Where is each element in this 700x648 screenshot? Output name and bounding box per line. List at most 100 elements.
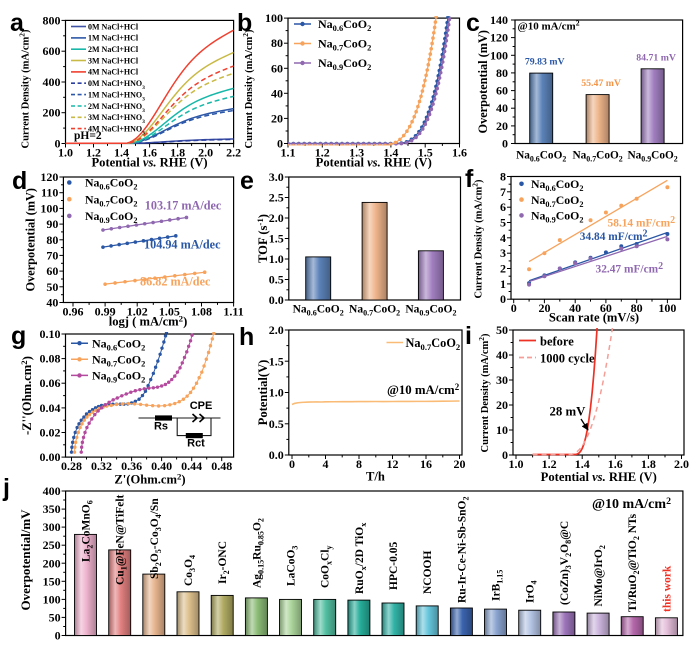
svg-text:140: 140: [490, 13, 508, 27]
svg-text:0.5: 0.5: [269, 417, 284, 431]
svg-text:3M NaCl+HNO3​: 3M NaCl+HNO3​: [88, 113, 145, 125]
svg-text:103.17 mA/dec: 103.17 mA/dec: [145, 199, 222, 213]
svg-text:Na0.7​CoO2​: Na0.7​CoO2​: [349, 304, 400, 318]
svg-text:2.0: 2.0: [269, 211, 284, 225]
svg-text:@10 mA/cm2​: @10 mA/cm2​: [518, 19, 580, 33]
svg-text:3M NaCl+HCl: 3M NaCl+HCl: [88, 56, 139, 65]
svg-text:Na0.6​CoO2​: Na0.6​CoO2​: [92, 337, 145, 353]
svg-text:84.71 mV: 84.71 mV: [636, 52, 676, 63]
svg-text:1: 1: [500, 277, 506, 291]
svg-text:400: 400: [43, 484, 61, 498]
svg-text:80: 80: [631, 301, 643, 315]
svg-text:50: 50: [46, 280, 58, 294]
svg-text:1.4: 1.4: [114, 146, 129, 160]
svg-text:30: 30: [496, 373, 508, 387]
svg-text:f: f: [465, 165, 474, 193]
svg-text:Overpotential/mV: Overpotential/mV: [18, 509, 33, 611]
svg-text:150: 150: [43, 574, 61, 588]
svg-text:70: 70: [46, 248, 58, 262]
svg-text:Na0.9​CoO2​: Na0.9​CoO2​: [627, 150, 677, 164]
svg-text:e: e: [240, 167, 254, 195]
svg-text:1.0: 1.0: [509, 457, 524, 471]
svg-text:Overpotential (mV): Overpotential (mV): [24, 188, 38, 291]
svg-text:i: i: [465, 322, 472, 350]
svg-text:0: 0: [502, 137, 508, 151]
svg-text:40: 40: [271, 86, 283, 100]
svg-text:4M NaCl+HCl: 4M NaCl+HCl: [88, 68, 139, 77]
svg-text:50: 50: [49, 610, 61, 624]
svg-text:Na0.7​CoO2​: Na0.7​CoO2​: [572, 150, 622, 164]
svg-text:Ru-Ir-Ce-Ni-Sb-SnO2​: Ru-Ir-Ce-Ni-Sb-SnO2​: [456, 497, 470, 603]
svg-text:0: 0: [511, 301, 517, 315]
svg-text:28 mV: 28 mV: [550, 405, 587, 419]
svg-text:3.0: 3.0: [269, 170, 284, 184]
svg-text:b: b: [237, 9, 252, 37]
svg-text:0.36: 0.36: [121, 459, 142, 473]
svg-text:c: c: [466, 9, 480, 37]
svg-text:32.47 mF/cm2: 32.47 mF/cm2: [596, 261, 664, 276]
svg-text:La2​CoMnO6​: La2​CoMnO6​: [81, 500, 95, 562]
svg-text:this work: this work: [661, 565, 673, 612]
svg-text:1.1: 1.1: [281, 146, 296, 160]
svg-text:60: 60: [600, 301, 612, 315]
svg-text:16: 16: [420, 457, 432, 471]
svg-text:Potential vs. RHE (V): Potential vs. RHE (V): [91, 156, 207, 170]
svg-text:CoOx​Cly​: CoOx​Cly​: [320, 545, 334, 588]
svg-text:2: 2: [500, 262, 506, 276]
svg-text:(CoZn)3​V2​O8​@C: (CoZn)3​V2​O8​@C: [559, 521, 573, 605]
svg-text:400: 400: [43, 75, 61, 89]
svg-text:20: 20: [496, 119, 508, 133]
svg-text:20: 20: [496, 398, 508, 412]
svg-text:Na0.9​CoO2​: Na0.9​CoO2​: [85, 209, 137, 225]
svg-text:2.0: 2.0: [269, 323, 284, 337]
svg-text:8: 8: [500, 170, 506, 184]
svg-text:1M NaCl+HNO3​: 1M NaCl+HNO3​: [88, 90, 145, 102]
svg-text:0.44: 0.44: [181, 459, 202, 473]
svg-text:120: 120: [40, 170, 58, 184]
svg-text:Na0.7​CoO2​: Na0.7​CoO2​: [318, 37, 371, 53]
svg-text:58.14 mF/cm2: 58.14 mF/cm2: [608, 215, 676, 230]
svg-text:0.32: 0.32: [91, 459, 112, 473]
svg-text:1.4: 1.4: [575, 457, 590, 471]
svg-text:0.06: 0.06: [40, 376, 61, 390]
svg-text:60: 60: [46, 264, 58, 278]
svg-text:Potential(V): Potential(V): [256, 360, 270, 426]
svg-text:800: 800: [43, 13, 61, 27]
svg-text:0: 0: [502, 448, 508, 462]
svg-text:86.82 mA/dec: 86.82 mA/dec: [140, 275, 211, 289]
svg-text:Na0.6​CoO2​: Na0.6​CoO2​: [516, 150, 566, 164]
svg-text:Na0.6​CoO2​: Na0.6​CoO2​: [318, 17, 371, 33]
svg-text:Current Density (mA/cm2​): Current Density (mA/cm2​): [18, 29, 32, 148]
svg-text:@10 mA/cm2​: @10 mA/cm2​: [592, 496, 671, 512]
svg-text:Co3​O4​: Co3​O4​: [183, 555, 197, 586]
svg-text:5: 5: [500, 216, 506, 230]
svg-text:Z'(Ohm.cm2​): Z'(Ohm.cm2​): [114, 472, 185, 487]
svg-text:0: 0: [55, 137, 61, 151]
svg-text:100: 100: [490, 48, 508, 62]
svg-text:1.6: 1.6: [608, 457, 623, 471]
svg-text:0.02: 0.02: [40, 425, 61, 439]
svg-text:IrO4​: IrO4​: [525, 580, 539, 603]
svg-text:1.02: 1.02: [127, 305, 148, 319]
svg-text:1.2: 1.2: [542, 457, 557, 471]
svg-text:1M NaCl+HCl: 1M NaCl+HCl: [88, 34, 139, 43]
svg-text:8: 8: [356, 457, 362, 471]
svg-text:0.99: 0.99: [95, 305, 116, 319]
svg-text:100: 100: [40, 201, 58, 215]
svg-text:20: 20: [538, 301, 550, 315]
svg-text:HPC-0.05: HPC-0.05: [388, 542, 400, 590]
svg-text:1.11: 1.11: [223, 305, 243, 319]
svg-text:LaCoO3​: LaCoO3​: [286, 546, 300, 586]
svg-text:1.6: 1.6: [452, 146, 467, 160]
svg-text:1.0: 1.0: [58, 146, 73, 160]
svg-text:0: 0: [289, 457, 295, 471]
svg-text:0.96: 0.96: [63, 305, 84, 319]
svg-text:1.08: 1.08: [191, 305, 212, 319]
svg-text:pH=2: pH=2: [74, 130, 102, 142]
svg-text:4: 4: [500, 231, 506, 245]
svg-text:Na0.7​CoO2​: Na0.7​CoO2​: [406, 336, 461, 352]
svg-text:1.6: 1.6: [142, 146, 157, 160]
svg-text:Na0.6​CoO2​: Na0.6​CoO2​: [531, 177, 583, 193]
svg-text:Potential vs. RHE (V): Potential vs. RHE (V): [541, 470, 657, 484]
svg-text:80: 80: [46, 233, 58, 247]
